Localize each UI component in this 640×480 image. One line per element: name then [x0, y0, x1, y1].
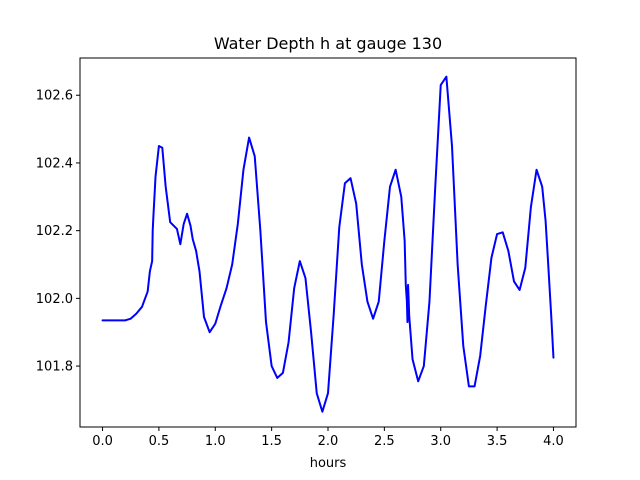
x-tick-label: 3.0 [430, 434, 451, 449]
y-tick-label: 102.4 [36, 156, 73, 171]
y-axis-ticks: 101.8 102.0 102.2 102.4 102.6 [36, 89, 80, 375]
series-line [101, 75, 555, 413]
x-tick-label: 0.0 [92, 434, 113, 449]
y-tick-label: 102.2 [36, 224, 73, 239]
chart-title: Water Depth h at gauge 130 [214, 34, 442, 53]
y-tick-label: 102.6 [36, 89, 73, 104]
plot-area [101, 75, 555, 413]
x-tick-label: 0.5 [149, 434, 170, 449]
y-tick-label: 102.0 [36, 292, 73, 307]
x-tick-label: 2.5 [374, 434, 395, 449]
x-tick-label: 1.0 [205, 434, 226, 449]
x-tick-label: 2.0 [318, 434, 339, 449]
y-tick-label: 101.8 [36, 360, 73, 375]
x-tick-label: 1.5 [261, 434, 282, 449]
x-axis-title: hours [310, 456, 347, 471]
x-axis-ticks: 0.0 0.5 1.0 1.5 2.0 2.5 3.0 3.5 4.0 [92, 427, 564, 449]
x-tick-label: 3.5 [487, 434, 508, 449]
x-tick-label: 4.0 [543, 434, 564, 449]
